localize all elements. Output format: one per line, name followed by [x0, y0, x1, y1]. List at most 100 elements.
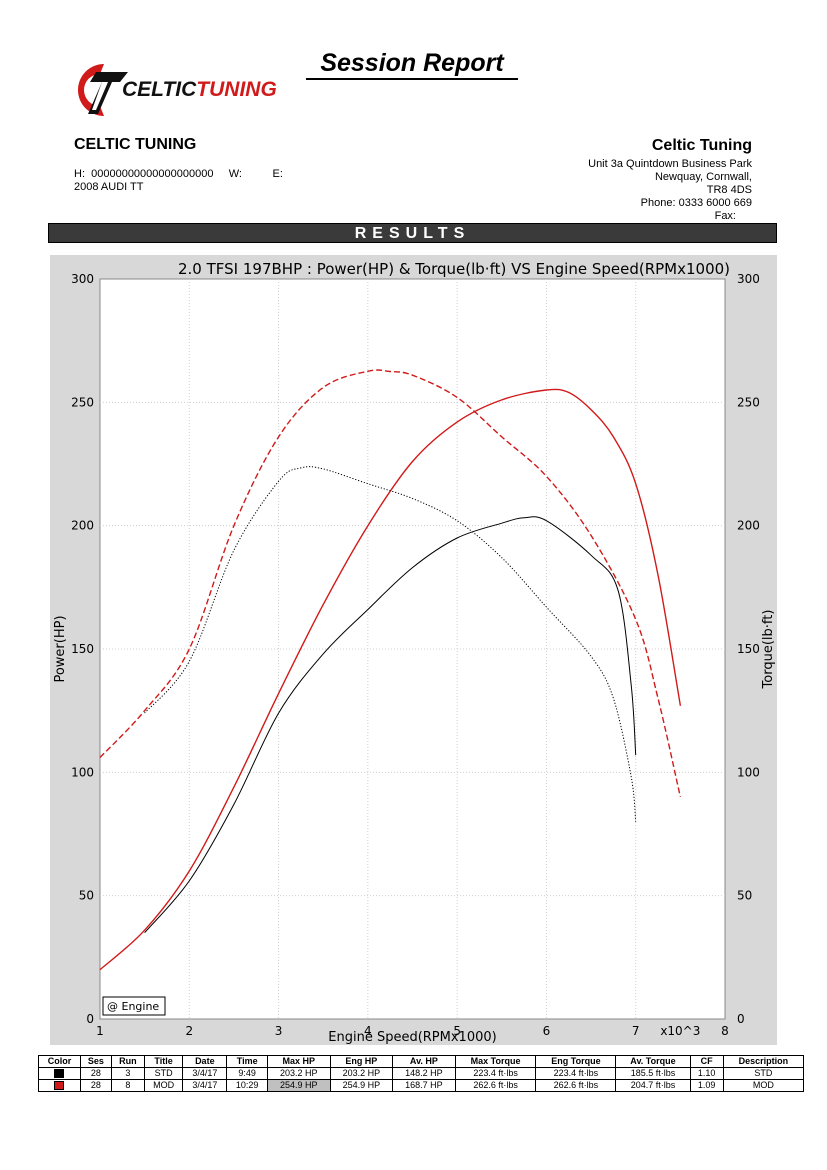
company-name-left: CELTIC TUNING: [74, 136, 197, 153]
y-left-tick-label: 150: [71, 642, 94, 656]
address-line: Newquay, Cornwall,: [654, 171, 752, 183]
x-tick-label: 8: [721, 1024, 729, 1038]
y-right-tick-label: 200: [737, 519, 760, 533]
table-cell: 3: [110, 1067, 145, 1080]
table-cell: STD: [722, 1067, 805, 1080]
table-cell: 3/4/17: [182, 1079, 228, 1092]
y-left-tick-label: 100: [71, 765, 94, 779]
table-cell: 262.6 ft·lbs: [535, 1079, 617, 1092]
company-address-block: Celtic Tuning Unit 3a Quintdown Business…: [588, 136, 752, 223]
table-cell: 148.2 HP: [392, 1067, 456, 1080]
table-cell: 223.4 ft·lbs: [454, 1067, 537, 1080]
table-cell: 254.9 HP: [266, 1079, 331, 1092]
celtic-tuning-logo: CELTICTUNING: [68, 60, 278, 125]
table-header-cell: Max HP: [266, 1055, 331, 1068]
chart-title: 2.0 TFSI 197BHP : Power(HP) & Torque(lb·…: [178, 260, 730, 278]
table-cell: 254.9 HP: [329, 1079, 394, 1092]
phone-line: Phone: 0333 6000 669: [640, 197, 752, 209]
table-cell: 168.7 HP: [392, 1079, 456, 1092]
y-right-tick-label: 300: [737, 272, 760, 286]
table-cell: 1.09: [689, 1079, 724, 1092]
x-tick-label: 4: [364, 1024, 372, 1038]
legend-label: @ Engine: [107, 1000, 159, 1013]
table-cell: 8: [110, 1079, 145, 1092]
y-left-tick-label: 200: [71, 519, 94, 533]
results-banner: RESULTS: [48, 223, 777, 243]
x-tick-label: 6: [543, 1024, 551, 1038]
vehicle-info: 2008 AUDI TT: [74, 181, 144, 193]
table-header-cell: Ses: [79, 1055, 112, 1068]
table-cell: 203.2 HP: [266, 1067, 331, 1080]
table-header-cell: Description: [722, 1055, 805, 1068]
y-right-tick-label: 150: [737, 642, 760, 656]
table-cell: MOD: [722, 1079, 805, 1092]
color-cell: [38, 1079, 81, 1092]
table-header-cell: Color: [38, 1055, 81, 1068]
color-cell: [38, 1067, 81, 1080]
contact-info-line: H: 00000000000000000000 W: E:: [74, 168, 283, 180]
table-header-cell: Date: [182, 1055, 228, 1068]
color-swatch: [54, 1081, 65, 1091]
company-name-right: Celtic Tuning: [651, 137, 752, 154]
table-header-row: Color Ses Run Title Date Time Max HP Eng HP Av. …: [38, 1055, 805, 1068]
y-axis-right-label: Torque(lb·ft): [761, 610, 776, 690]
table-header-cell: Eng Torque: [535, 1055, 617, 1068]
dyno-chart: 1 2 3 4 5 6 7 8 0 0 50 50 100 100 150 150 200 200 250 250 30…: [50, 255, 777, 1045]
logo-text: CELTICTUNING: [122, 78, 277, 101]
x-tick-label: 1: [96, 1024, 104, 1038]
table-header-cell: Eng HP: [329, 1055, 394, 1068]
table-header-cell: Av. Torque: [615, 1055, 691, 1068]
table-cell: 28: [79, 1079, 112, 1092]
table-row: 28 3 STD 3/4/17 9:49 203.2 HP 203.2 HP 148.2 HP…: [38, 1067, 805, 1080]
x-axis-unit-label: x10^3: [660, 1024, 700, 1038]
series-mod-torque-line: [99, 369, 682, 798]
x-tick-label: 3: [275, 1024, 283, 1038]
report-title: Session Report: [306, 48, 518, 80]
y-right-tick-label: 50: [737, 889, 752, 903]
series-std-power-line: [144, 516, 637, 934]
results-table: Color Ses Run Title Date Time Max HP Eng HP Av. …: [38, 1055, 805, 1092]
y-right-tick-label: 100: [737, 765, 760, 779]
x-tick-label: 7: [632, 1024, 640, 1038]
address-line: Unit 3a Quintdown Business Park: [588, 158, 752, 170]
y-axis-left-label: Power(HP): [53, 615, 68, 682]
y-left-tick-label: 300: [71, 272, 94, 286]
address-line: TR8 4DS: [706, 184, 752, 196]
x-tick-label: 2: [185, 1024, 193, 1038]
table-cell: 223.4 ft·lbs: [535, 1067, 617, 1080]
x-axis-label: Engine Speed(RPMx1000): [328, 1030, 496, 1045]
table-header-cell: Time: [226, 1055, 268, 1068]
table-cell: 10:29: [226, 1079, 268, 1092]
legend-box: [102, 996, 166, 1016]
table-cell: 203.2 HP: [329, 1067, 394, 1080]
table-header-cell: Run: [110, 1055, 145, 1068]
table-header-cell: Max Torque: [454, 1055, 537, 1068]
series-std-torque-line: [144, 466, 637, 822]
y-left-tick-label: 50: [79, 889, 94, 903]
y-right-tick-label: 0: [737, 1012, 745, 1026]
grid-lines: [100, 279, 725, 1019]
series-mod-power-line: [99, 388, 682, 971]
table-cell: 9:49: [226, 1067, 268, 1080]
table-body: 28 3 STD 3/4/17 9:49 203.2 HP 203.2 HP 148.2 HP…: [38, 1067, 805, 1092]
table-row: 28 8 MOD 3/4/17 10:29 254.9 HP 254.9 HP 168.7 H…: [38, 1079, 805, 1092]
table-cell: 28: [79, 1067, 112, 1080]
x-tick-label: 5: [453, 1024, 461, 1038]
table-header-cell: Title: [143, 1055, 184, 1068]
table-cell: 1.10: [689, 1067, 724, 1080]
color-swatch: [54, 1069, 65, 1079]
table-cell: 262.6 ft·lbs: [454, 1079, 537, 1092]
series-lines: [99, 369, 682, 971]
table-cell: MOD: [143, 1079, 184, 1092]
table-header-cell: Av. HP: [392, 1055, 456, 1068]
y-right-tick-label: 250: [737, 395, 760, 409]
table-cell: STD: [143, 1067, 184, 1080]
logo-mark-icon: CELTICTUNING: [78, 64, 277, 116]
table-cell: 185.5 ft·lbs: [615, 1067, 691, 1080]
table-cell: 3/4/17: [182, 1067, 228, 1080]
y-left-tick-label: 0: [86, 1012, 94, 1026]
table-header-cell: CF: [689, 1055, 724, 1068]
y-left-tick-label: 250: [71, 395, 94, 409]
